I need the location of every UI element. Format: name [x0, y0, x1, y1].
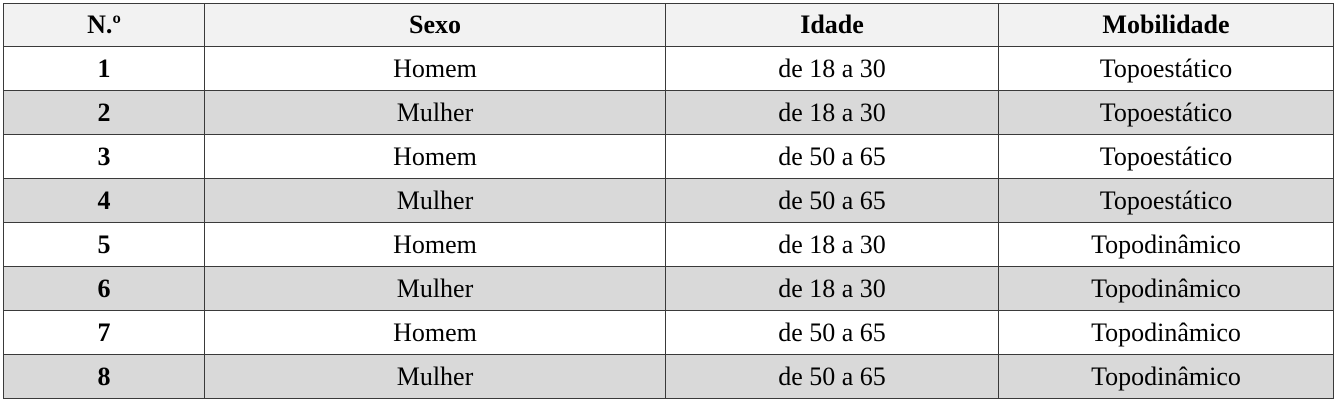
- header-age: Idade: [665, 3, 999, 47]
- cell-age: de 50 a 65: [665, 178, 999, 223]
- cell-age: de 50 a 65: [665, 134, 999, 179]
- cell-mobility: Topodinâmico: [998, 266, 1334, 311]
- cell-number: 8: [3, 354, 205, 399]
- cell-age: de 50 a 65: [665, 354, 999, 399]
- table-row: 8 Mulher de 50 a 65 Topodinâmico: [3, 354, 1334, 399]
- cell-mobility: Topoestático: [998, 90, 1334, 135]
- cell-sex: Homem: [204, 310, 666, 355]
- table-row: 6 Mulher de 18 a 30 Topodinâmico: [3, 266, 1334, 311]
- table-row: 7 Homem de 50 a 65 Topodinâmico: [3, 310, 1334, 355]
- cell-sex: Homem: [204, 134, 666, 179]
- cell-number: 7: [3, 310, 205, 355]
- cell-sex: Homem: [204, 46, 666, 91]
- header-number: N.º: [3, 3, 205, 47]
- cell-number: 4: [3, 178, 205, 223]
- cell-number: 6: [3, 266, 205, 311]
- cell-mobility: Topoestático: [998, 134, 1334, 179]
- cell-number: 5: [3, 222, 205, 267]
- cell-age: de 18 a 30: [665, 90, 999, 135]
- table-row: 5 Homem de 18 a 30 Topodinâmico: [3, 222, 1334, 267]
- table-row: 2 Mulher de 18 a 30 Topoestático: [3, 90, 1334, 135]
- cell-age: de 50 a 65: [665, 310, 999, 355]
- cell-sex: Mulher: [204, 178, 666, 223]
- cell-sex: Mulher: [204, 354, 666, 399]
- cell-age: de 18 a 30: [665, 46, 999, 91]
- table-row: 3 Homem de 50 a 65 Topoestático: [3, 134, 1334, 179]
- cell-number: 1: [3, 46, 205, 91]
- cell-mobility: Topodinâmico: [998, 310, 1334, 355]
- cell-sex: Homem: [204, 222, 666, 267]
- header-mobility: Mobilidade: [998, 3, 1334, 47]
- cell-mobility: Topodinâmico: [998, 222, 1334, 267]
- cell-number: 2: [3, 90, 205, 135]
- cell-mobility: Topodinâmico: [998, 354, 1334, 399]
- cell-sex: Mulher: [204, 266, 666, 311]
- cell-age: de 18 a 30: [665, 222, 999, 267]
- cell-mobility: Topoestático: [998, 46, 1334, 91]
- cell-age: de 18 a 30: [665, 266, 999, 311]
- cell-number: 3: [3, 134, 205, 179]
- cell-sex: Mulher: [204, 90, 666, 135]
- table-row: 4 Mulher de 50 a 65 Topoestático: [3, 178, 1334, 223]
- cell-mobility: Topoestático: [998, 178, 1334, 223]
- table-row: 1 Homem de 18 a 30 Topoestático: [3, 46, 1334, 91]
- header-sex: Sexo: [204, 3, 666, 47]
- informants-table: N.º Sexo Idade Mobilidade 1 Homem de 18 a …: [3, 3, 1334, 399]
- header-row: N.º Sexo Idade Mobilidade: [3, 3, 1334, 47]
